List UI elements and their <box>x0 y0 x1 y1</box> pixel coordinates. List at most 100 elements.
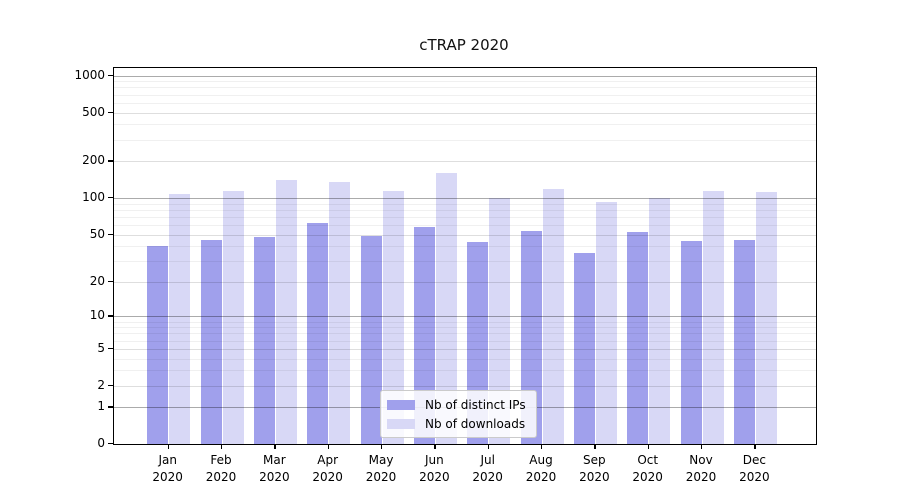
y-tick-label-100: 100 <box>82 190 105 205</box>
bar-downloads-may <box>382 190 404 444</box>
gridline-50 <box>114 234 816 236</box>
bar-downloads-sep <box>595 202 617 444</box>
x-tick-label-apr: Apr 2020 <box>312 453 343 484</box>
x-tick-dec <box>754 444 756 449</box>
x-tick-label-oct: Oct 2020 <box>632 453 663 484</box>
x-tick-jan <box>167 444 169 449</box>
gridline-100 <box>114 198 816 200</box>
bar-downloads-jan <box>169 193 191 444</box>
y-tick-label-1: 1 <box>97 399 105 414</box>
x-tick-label-jan: Jan 2020 <box>152 453 183 484</box>
gridline-800 <box>114 87 816 89</box>
gridline-40 <box>114 246 816 248</box>
gridline-300 <box>114 139 816 141</box>
gridline-1000 <box>114 75 816 77</box>
bar-downloads-feb <box>222 190 244 444</box>
y-tick-label-5: 5 <box>97 340 105 355</box>
downloads-color-swatch <box>387 418 415 429</box>
y-tick-200 <box>108 160 113 162</box>
gridline-5 <box>114 348 816 350</box>
y-tick-label-20: 20 <box>89 273 105 288</box>
legend-label-downloads: Nb of downloads <box>425 416 526 431</box>
x-tick-label-feb: Feb 2020 <box>205 453 237 484</box>
y-tick-label-500: 500 <box>82 104 105 119</box>
legend-label-distinct-ips: Nb of distinct IPs <box>425 397 526 412</box>
bar-downloads-apr <box>329 182 351 444</box>
x-tick-label-jun: Jun 2020 <box>419 453 450 484</box>
bar-ips-feb <box>200 240 222 444</box>
gridline-90 <box>114 203 816 205</box>
plot-area <box>113 67 817 445</box>
ips-color-swatch <box>387 399 415 410</box>
gridline-3 <box>114 370 816 372</box>
gridline-200 <box>114 161 816 163</box>
y-tick-1000 <box>108 74 113 76</box>
x-tick-nov <box>701 444 703 449</box>
y-tick-0 <box>108 443 113 445</box>
gridline-2 <box>114 385 816 387</box>
x-tick-aug <box>541 444 543 449</box>
y-tick-label-0: 0 <box>97 436 105 450</box>
bar-ips-jan <box>147 246 169 444</box>
y-tick-label-2: 2 <box>97 377 105 392</box>
x-tick-mar <box>274 444 276 449</box>
gridline-20 <box>114 281 816 283</box>
gridline-900 <box>114 81 816 83</box>
gridline-30 <box>114 261 816 263</box>
bar-ips-mar <box>253 236 275 444</box>
x-tick-apr <box>327 444 329 449</box>
bar-ips-jun <box>413 226 435 444</box>
bar-downloads-mar <box>275 179 297 444</box>
x-tick-label-jul: Jul 2020 <box>472 453 503 484</box>
y-tick-2 <box>108 384 113 387</box>
x-tick-label-dec: Dec 2020 <box>739 453 770 484</box>
x-tick-may <box>381 444 383 449</box>
y-tick-label-50: 50 <box>89 226 105 241</box>
gridline-500 <box>114 112 816 114</box>
gridline-70 <box>114 216 816 218</box>
x-tick-label-sep: Sep 2020 <box>579 453 610 484</box>
gridline-80 <box>114 209 816 211</box>
x-tick-oct <box>647 444 649 449</box>
x-tick-label-mar: Mar 2020 <box>259 453 290 484</box>
y-tick-1 <box>108 406 113 408</box>
gridline-400 <box>114 124 816 126</box>
bar-ips-apr <box>307 223 329 444</box>
y-tick-label-10: 10 <box>89 308 105 323</box>
legend-item-distinct-ips: Nb of distinct IPs <box>387 397 526 412</box>
x-tick-label-nov: Nov 2020 <box>685 453 717 484</box>
y-tick-10 <box>108 315 113 317</box>
y-tick-500 <box>108 111 113 113</box>
y-tick-100 <box>108 197 113 199</box>
x-tick-sep <box>594 444 596 449</box>
bar-downloads-jul <box>489 197 511 444</box>
bar-ips-dec <box>733 240 755 444</box>
bar-ips-may <box>360 235 382 444</box>
gridline-700 <box>114 94 816 96</box>
x-tick-label-may: May 2020 <box>365 453 397 484</box>
bar-downloads-oct <box>649 198 671 444</box>
x-tick-jun <box>434 444 436 449</box>
y-tick-label-200: 200 <box>82 153 105 168</box>
y-tick-label-1000: 1000 <box>74 67 105 82</box>
x-tick-jul <box>487 444 489 449</box>
gridline-8 <box>114 327 816 329</box>
legend-item-downloads: Nb of downloads <box>387 416 526 431</box>
y-tick-20 <box>108 280 113 283</box>
bar-ips-oct <box>627 231 649 444</box>
bar-ips-nov <box>680 241 702 444</box>
bar-downloads-jun <box>435 173 457 444</box>
gridline-4 <box>114 358 816 360</box>
bar-downloads-nov <box>702 190 724 444</box>
y-tick-50 <box>108 233 113 235</box>
y-tick-5 <box>108 347 113 350</box>
gridline-9 <box>114 321 816 323</box>
gridline-10 <box>114 316 816 318</box>
gridline-6 <box>114 340 816 342</box>
gridline-7 <box>114 333 816 335</box>
x-tick-feb <box>221 444 223 449</box>
legend: Nb of distinct IPs Nb of downloads <box>380 390 537 438</box>
x-tick-label-aug: Aug 2020 <box>525 453 557 484</box>
gridline-600 <box>114 102 816 104</box>
